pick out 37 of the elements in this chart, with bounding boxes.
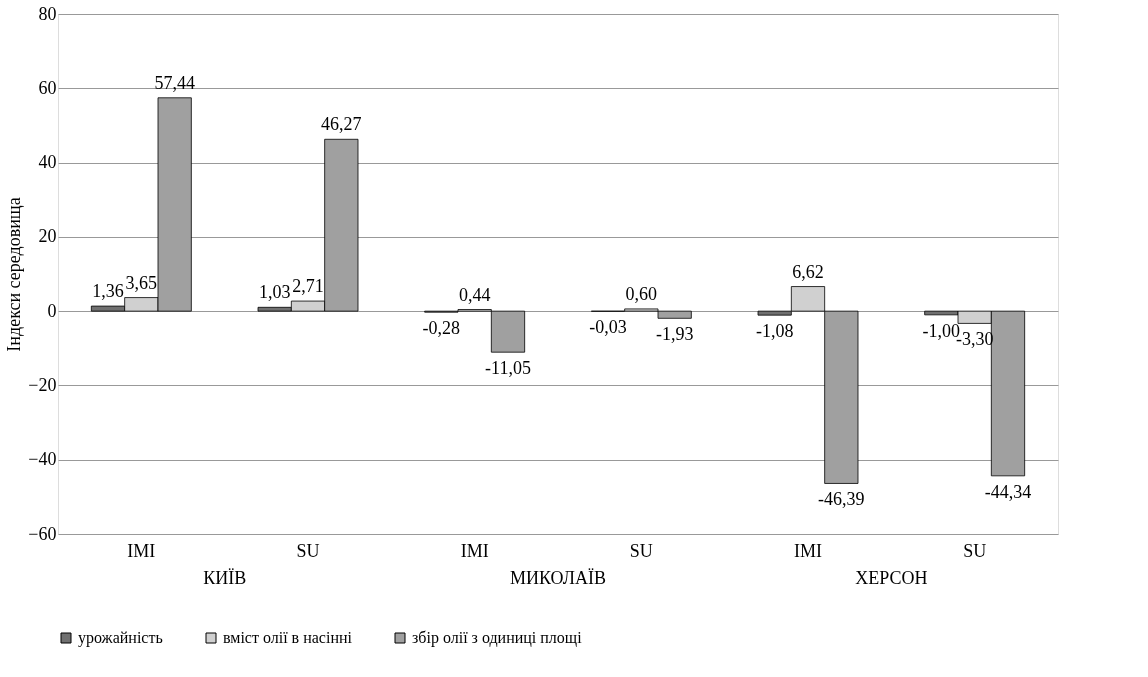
text: 0,60	[625, 283, 658, 304]
text: 6,62	[792, 261, 824, 282]
x-tick-label: IMI	[127, 540, 156, 561]
y-tick-label: 0	[47, 300, 57, 321]
text: -0,03	[589, 317, 627, 338]
text: -0,28	[422, 318, 461, 339]
text: 3,65	[125, 272, 158, 293]
text: КИЇВ	[203, 568, 247, 588]
text: МИКОЛАЇВ	[510, 568, 606, 588]
x-tick-label: IMI	[794, 540, 822, 561]
x-tick-label: SU	[963, 540, 987, 561]
text: 1,36	[92, 281, 124, 302]
text: -46,39	[818, 489, 865, 510]
legend-label: урожайність	[78, 629, 163, 647]
text: 1,03	[258, 282, 291, 303]
text: -44,34	[984, 481, 1032, 502]
text: ХЕРСОН	[855, 568, 928, 588]
text: 57,44	[154, 72, 195, 93]
x-tick-label: SU	[296, 540, 320, 561]
x-tick-label: IMI	[460, 540, 489, 561]
y-tick-label: −20	[28, 374, 57, 395]
y-tick-label: −60	[28, 523, 57, 544]
y-tick-label: 20	[38, 226, 57, 247]
y-tick-label: −40	[28, 449, 57, 470]
text: 46,27	[321, 114, 362, 135]
legend-label: збір олії з одиниці площі	[412, 629, 583, 647]
y-tick-label: 80	[38, 3, 57, 24]
y-axis-title: Індекси середовища	[4, 197, 25, 352]
text: -1,93	[655, 324, 694, 345]
text: -1,08	[755, 321, 794, 342]
text: 2,71	[292, 276, 324, 297]
legend-label: вміст олії в насінні	[223, 629, 353, 646]
x-tick-label: SU	[629, 540, 653, 561]
text: -11,05	[485, 358, 531, 379]
y-tick-label: 60	[38, 77, 57, 98]
y-tick-label: 40	[38, 152, 57, 173]
text: 0,44	[458, 284, 491, 305]
